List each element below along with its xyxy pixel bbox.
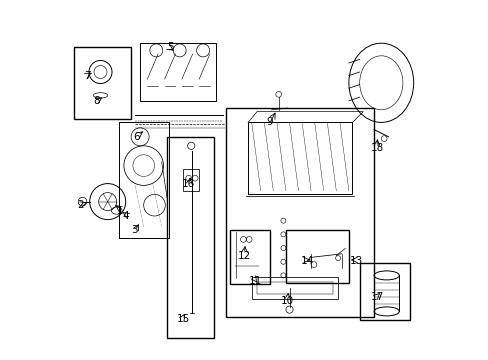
Text: 1: 1: [117, 206, 123, 216]
Text: 18: 18: [370, 143, 384, 153]
Bar: [167, 137, 213, 338]
Bar: [226, 108, 373, 317]
Text: 11: 11: [248, 276, 262, 286]
Bar: [230, 230, 269, 284]
Bar: [73, 47, 131, 119]
Text: 13: 13: [349, 256, 362, 266]
Text: 14: 14: [300, 256, 313, 266]
Bar: [251, 277, 337, 299]
Text: 16: 16: [182, 179, 195, 189]
Bar: [183, 169, 199, 191]
Text: 9: 9: [266, 117, 272, 127]
Bar: [359, 263, 409, 320]
Text: 4: 4: [122, 211, 129, 221]
Text: 15: 15: [176, 314, 189, 324]
Text: 6: 6: [133, 132, 140, 142]
Bar: [257, 282, 332, 294]
Text: 2: 2: [77, 200, 84, 210]
Text: 5: 5: [167, 42, 174, 52]
Text: 7: 7: [84, 71, 91, 81]
Text: 10: 10: [281, 296, 294, 306]
Text: 8: 8: [93, 96, 100, 106]
Bar: [285, 230, 348, 283]
Text: 3: 3: [131, 225, 138, 235]
Text: 17: 17: [370, 292, 384, 302]
Text: 12: 12: [237, 251, 251, 261]
